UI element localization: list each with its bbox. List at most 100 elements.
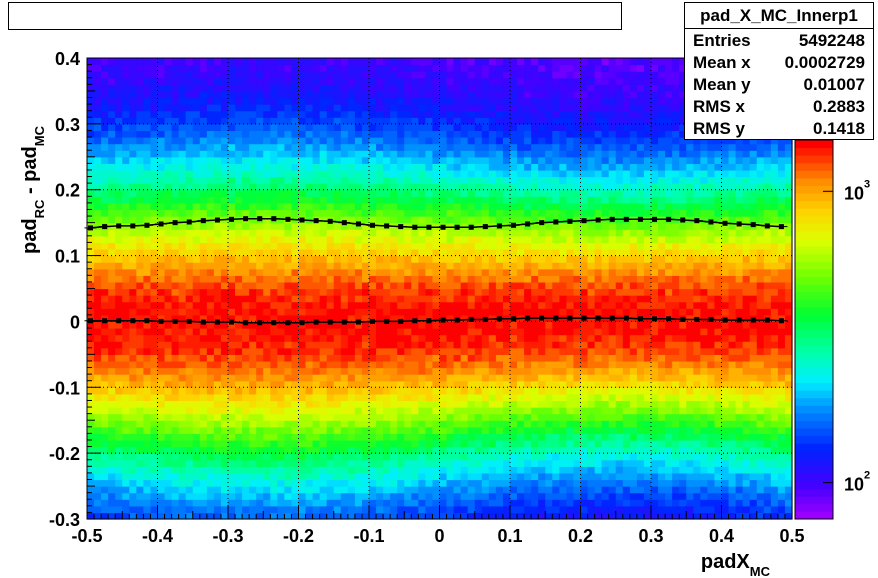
heatmap-cell [361, 334, 370, 342]
heatmap-cell [101, 387, 109, 395]
heatmap-cell [517, 354, 525, 362]
heatmap-cell [573, 413, 582, 421]
heatmap-cell [531, 143, 539, 151]
heatmap-cell [566, 295, 575, 303]
heatmap-cell [347, 453, 356, 461]
heatmap-cell [284, 242, 293, 250]
heatmap-cell [531, 466, 539, 474]
heatmap-cell [199, 314, 208, 323]
heatmap-cell [235, 123, 243, 132]
heatmap-cell [453, 360, 462, 369]
heatmap-cell [333, 334, 342, 342]
heatmap-cell [101, 341, 109, 349]
heatmap-cell [291, 341, 300, 349]
heatmap-cell [453, 229, 462, 237]
heatmap-cell [263, 202, 271, 211]
heatmap-cell [143, 505, 152, 514]
heatmap-cell [369, 281, 377, 290]
heatmap-cell [397, 407, 405, 415]
heatmap-cell [425, 176, 434, 184]
heatmap-cell [361, 216, 370, 224]
heatmap-cell [467, 275, 476, 283]
heatmap-cell [347, 235, 356, 243]
heatmap-cell [376, 150, 384, 158]
heatmap-cell [383, 380, 391, 388]
heatmap-cell [235, 393, 243, 402]
heatmap-cell [94, 505, 102, 514]
heatmap-cell [517, 321, 525, 329]
heatmap-cell [566, 262, 575, 270]
heatmap-cell [206, 110, 215, 118]
heatmap-cell [510, 400, 518, 408]
heatmap-cell [312, 64, 321, 72]
heatmap-cell [164, 77, 173, 85]
heatmap-cell [192, 77, 201, 85]
heatmap-cell [361, 71, 370, 79]
heatmap-cell [284, 387, 293, 395]
heatmap-cell [369, 90, 377, 99]
heatmap-cell [439, 486, 448, 494]
heatmap-cell [495, 275, 504, 283]
heatmap-cell [376, 393, 384, 402]
heatmap-cell [524, 216, 532, 224]
heatmap-cell [467, 242, 476, 250]
heatmap-cell [333, 360, 342, 369]
heatmap-cell [312, 453, 321, 461]
heatmap-cell [545, 499, 553, 507]
heatmap-cell [559, 486, 567, 494]
heatmap-cell [404, 360, 412, 369]
heatmap-cell [115, 196, 123, 204]
heatmap-cell [502, 308, 511, 316]
heatmap-cell [488, 486, 497, 494]
heatmap-cell [347, 288, 356, 296]
heatmap-cell [171, 268, 180, 276]
heatmap-cell [213, 314, 222, 323]
heatmap-cell [397, 143, 405, 151]
heatmap-cell [101, 328, 109, 336]
heatmap-cell [101, 420, 109, 428]
heatmap-cell [432, 479, 441, 487]
heatmap-cell [284, 400, 293, 408]
heatmap-cell [270, 71, 278, 79]
heatmap-cell [150, 295, 159, 303]
heatmap-cell [390, 169, 398, 178]
heatmap-cell [340, 400, 349, 408]
heatmap-cell [580, 360, 589, 369]
heatmap-cell [185, 117, 194, 125]
heatmap-cell [87, 64, 95, 72]
heatmap-cell [101, 229, 109, 237]
heatmap-cell [87, 189, 95, 197]
heatmap-cell [115, 137, 123, 145]
heatmap-cell [517, 163, 525, 171]
heatmap-cell [235, 295, 243, 303]
heatmap-cell [326, 347, 335, 355]
heatmap-cell [404, 163, 412, 171]
heatmap-cell [312, 295, 321, 303]
heatmap-cell [319, 248, 328, 257]
heatmap-cell [326, 288, 335, 296]
heatmap-cell [559, 295, 567, 303]
heatmap-cell [495, 413, 504, 421]
heatmap-cell [333, 446, 342, 454]
heatmap-cell [263, 110, 271, 118]
heatmap-cell [453, 288, 462, 296]
heatmap-cell [326, 209, 335, 217]
heatmap-cell [213, 255, 222, 263]
heatmap-cell [206, 209, 215, 217]
heatmap-cell [418, 486, 426, 494]
heatmap-cell [538, 137, 546, 145]
heatmap-cell [101, 202, 109, 211]
heatmap-cell [136, 341, 144, 349]
heatmap-cell [524, 156, 532, 164]
heatmap-cell [488, 229, 497, 237]
heatmap-cell [390, 150, 398, 158]
heatmap-cell [143, 143, 152, 151]
heatmap-cell [566, 137, 575, 145]
heatmap-cell [129, 64, 137, 72]
heatmap-cell [369, 301, 377, 309]
heatmap-cell [411, 123, 419, 132]
heatmap-cell [129, 328, 137, 336]
heatmap-cell [136, 479, 144, 487]
heatmap-cell [488, 281, 497, 290]
heatmap-cell [517, 71, 525, 79]
